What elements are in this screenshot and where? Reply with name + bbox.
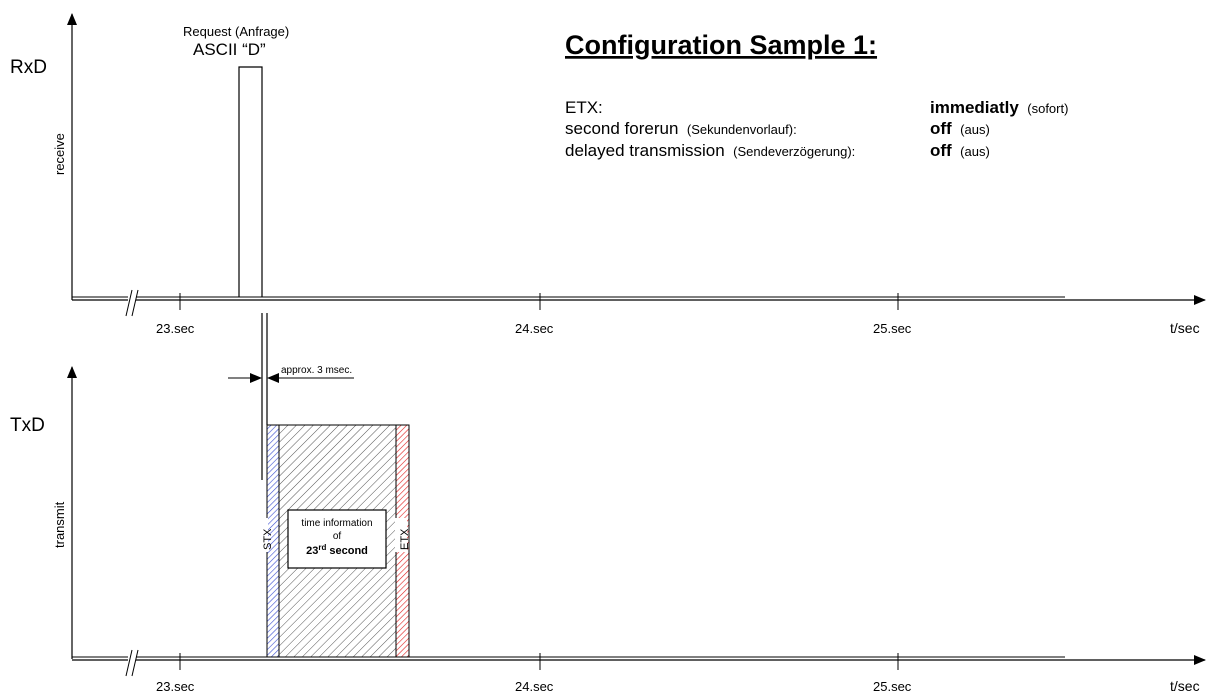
rx-tick-label-24: 24.sec: [515, 321, 554, 336]
time-info-line3: 23rd second: [306, 543, 368, 557]
config-row-delay-name: delayed transmission (Sendeverzögerung):: [565, 141, 855, 160]
tx-tick-label-24: 24.sec: [515, 679, 554, 694]
tx-panel: TxD transmit 23.sec 24.sec 25.sec t/sec …: [10, 366, 1206, 694]
config-row-etx-name: ETX:: [565, 98, 603, 117]
config-title: Configuration Sample 1:: [565, 30, 877, 60]
config-row-etx-value: immediatly (sofort): [930, 98, 1068, 117]
request-pulse: [238, 66, 263, 297]
stx-label: STX: [262, 528, 274, 550]
time-info-line2: of: [333, 531, 342, 542]
delay-marker: approx. 3 msec.: [228, 313, 354, 480]
tx-time-axis-label: t/sec: [1170, 678, 1200, 694]
tx-tick-label-23: 23.sec: [156, 679, 195, 694]
config-row-forerun-name: second forerun (Sekundenvorlauf):: [565, 119, 797, 138]
rx-time-axis-label: t/sec: [1170, 320, 1200, 336]
rx-tick-label-25: 25.sec: [873, 321, 912, 336]
config-row-forerun-value: off (aus): [930, 119, 990, 138]
rx-tick-label-23: 23.sec: [156, 321, 195, 336]
etx-label: ETX: [399, 528, 411, 550]
tx-tick-label-25: 25.sec: [873, 679, 912, 694]
rx-axis-label: receive: [52, 133, 67, 175]
rx-axis-break-icon: [125, 289, 139, 317]
config-row-delay-value: off (aus): [930, 141, 990, 160]
tx-axis-break-icon: [125, 649, 139, 677]
tx-axis-label: transmit: [52, 501, 67, 548]
request-ascii-label: ASCII “D”: [193, 40, 266, 59]
tx-label: TxD: [10, 415, 45, 436]
config-panel: Configuration Sample 1: ETX: immediatly …: [565, 30, 1068, 160]
time-info-box: [287, 509, 387, 569]
rx-label: RxD: [10, 57, 47, 78]
time-info-line1: time information: [301, 518, 372, 529]
request-label: Request (Anfrage): [183, 24, 289, 39]
transmission-block: STX ETX time information of 23rd second: [256, 424, 411, 658]
delay-label: approx. 3 msec.: [281, 365, 352, 376]
rx-panel: RxD receive 23.sec 24.sec 25.sec t/sec R…: [10, 13, 1206, 336]
